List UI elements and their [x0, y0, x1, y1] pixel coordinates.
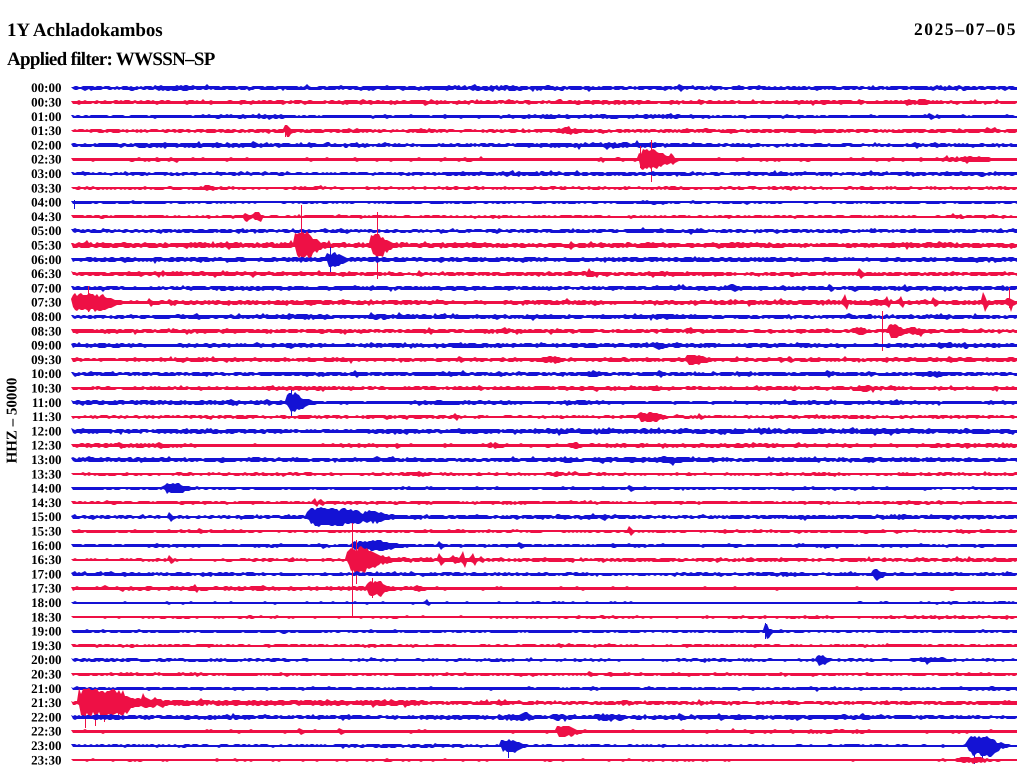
svg-text:07:30: 07:30 [31, 295, 61, 310]
svg-text:2025–07–05: 2025–07–05 [914, 19, 1017, 39]
svg-text:1Y Achladokambos: 1Y Achladokambos [7, 20, 163, 41]
svg-text:22:00: 22:00 [31, 709, 61, 724]
svg-text:13:00: 13:00 [31, 452, 61, 467]
svg-text:11:30: 11:30 [32, 409, 62, 424]
svg-text:09:00: 09:00 [31, 338, 61, 353]
svg-text:08:30: 08:30 [31, 323, 61, 338]
svg-text:19:30: 19:30 [31, 638, 61, 653]
svg-text:17:00: 17:00 [31, 566, 61, 581]
svg-text:10:00: 10:00 [31, 366, 61, 381]
svg-text:03:00: 03:00 [31, 166, 61, 181]
svg-text:14:30: 14:30 [31, 495, 61, 510]
svg-text:22:30: 22:30 [31, 724, 61, 739]
svg-text:14:00: 14:00 [31, 481, 61, 496]
svg-text:18:00: 18:00 [31, 595, 61, 610]
svg-text:06:00: 06:00 [31, 252, 61, 267]
svg-text:02:30: 02:30 [31, 152, 61, 167]
svg-text:21:30: 21:30 [31, 695, 61, 710]
svg-text:21:00: 21:00 [31, 681, 61, 696]
svg-text:06:30: 06:30 [31, 266, 61, 281]
svg-text:03:30: 03:30 [31, 180, 61, 195]
svg-text:11:00: 11:00 [32, 395, 62, 410]
svg-text:13:30: 13:30 [31, 466, 61, 481]
svg-text:08:00: 08:00 [31, 309, 61, 324]
svg-text:04:30: 04:30 [31, 209, 61, 224]
svg-text:05:00: 05:00 [31, 223, 61, 238]
svg-text:15:00: 15:00 [31, 509, 61, 524]
svg-text:00:30: 00:30 [31, 95, 61, 110]
svg-text:07:00: 07:00 [31, 280, 61, 295]
svg-text:02:00: 02:00 [31, 137, 61, 152]
svg-text:HHZ – 50000: HHZ – 50000 [5, 378, 21, 464]
svg-text:19:00: 19:00 [31, 624, 61, 639]
svg-text:17:30: 17:30 [31, 581, 61, 596]
svg-text:05:30: 05:30 [31, 238, 61, 253]
svg-text:04:00: 04:00 [31, 195, 61, 210]
svg-text:12:30: 12:30 [31, 438, 61, 453]
svg-text:09:30: 09:30 [31, 352, 61, 367]
svg-text:23:00: 23:00 [31, 738, 61, 753]
svg-text:15:30: 15:30 [31, 524, 61, 539]
svg-text:10:30: 10:30 [31, 381, 61, 396]
svg-text:18:30: 18:30 [31, 609, 61, 624]
svg-text:20:30: 20:30 [31, 667, 61, 682]
svg-text:01:00: 01:00 [31, 109, 61, 124]
svg-text:00:00: 00:00 [31, 80, 61, 95]
svg-text:20:00: 20:00 [31, 652, 61, 667]
svg-text:01:30: 01:30 [31, 123, 61, 138]
svg-text:23:30: 23:30 [31, 752, 61, 767]
svg-text:16:00: 16:00 [31, 538, 61, 553]
svg-text:16:30: 16:30 [31, 552, 61, 567]
svg-text:12:00: 12:00 [31, 423, 61, 438]
svg-text:Applied filter: WWSSN–SP: Applied filter: WWSSN–SP [7, 49, 216, 70]
